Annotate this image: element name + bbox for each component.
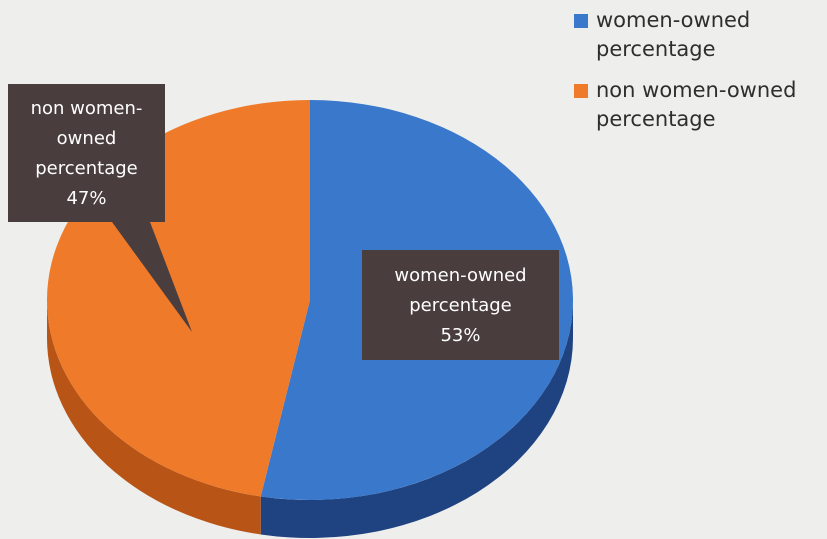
data-label-0: women-owned percentage 53% — [362, 250, 559, 360]
legend-item-women-owned: women-owned percentage — [574, 6, 824, 64]
data-label-text-1-2: percentage — [35, 158, 137, 179]
legend-swatch-non-women-owned — [574, 84, 588, 98]
legend-item-non-women-owned: non women-owned percentage — [574, 76, 824, 134]
data-label-text-1-0: non women- — [31, 98, 143, 119]
data-label-1: non women-owned percentage 47% — [8, 84, 192, 332]
pie-side-0-0 — [260, 300, 573, 538]
data-label-text-1-1: owned — [57, 128, 117, 149]
legend: women-owned percentage non women-owned p… — [574, 6, 824, 146]
data-labels: women-owned percentage 53% non women-owned p… — [8, 84, 559, 360]
data-label-text-1-3: 47% — [66, 188, 106, 209]
legend-swatch-women-owned — [574, 14, 588, 28]
legend-label-women-owned: women-owned percentage — [596, 8, 751, 61]
legend-label-non-women-owned: non women-owned percentage — [596, 78, 797, 131]
data-label-text-0-2: 53% — [440, 325, 480, 346]
data-label-pointer-1 — [112, 222, 192, 332]
data-label-text-0-0: women-owned — [394, 265, 526, 286]
data-label-text-0-1: percentage — [409, 295, 511, 316]
data-label-box-0 — [362, 250, 559, 360]
pie-side-1-0 — [47, 300, 261, 535]
data-label-box-1 — [8, 84, 165, 222]
